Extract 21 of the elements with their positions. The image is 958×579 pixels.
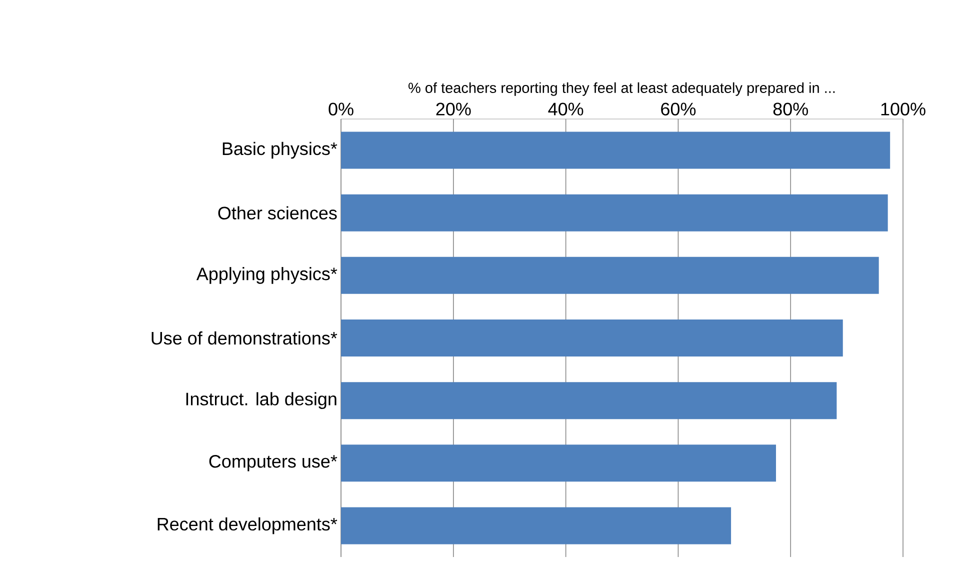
bar [341,256,879,294]
x-tick-label: 20% [436,102,471,116]
y-tick-label: Applying physics* [196,267,338,284]
bar [341,382,837,420]
bar [341,132,890,169]
x-tick-label: 60% [661,102,696,116]
y-tick-label: Basic physics* [222,142,338,159]
bar [341,507,732,544]
x-tick-label: 80% [773,102,808,116]
x-axis-title: % of teachers reporting they feel at least adequately prepared in ... [408,82,835,96]
y-tick-label: Recent developments* [158,517,338,534]
x-tick-label: 0% [328,102,354,116]
bar [341,444,776,482]
bar [341,320,843,357]
x-tick-label: 40% [548,102,584,116]
bar [341,194,888,232]
y-tick-label: Computers use* [209,454,338,472]
y-tick-label: Instruct. lab design [186,392,336,409]
y-tick-label: Other sciences [218,206,337,220]
y-tick-label: Use of demonstrations* [152,331,338,345]
x-tick-label: 100% [881,102,926,116]
